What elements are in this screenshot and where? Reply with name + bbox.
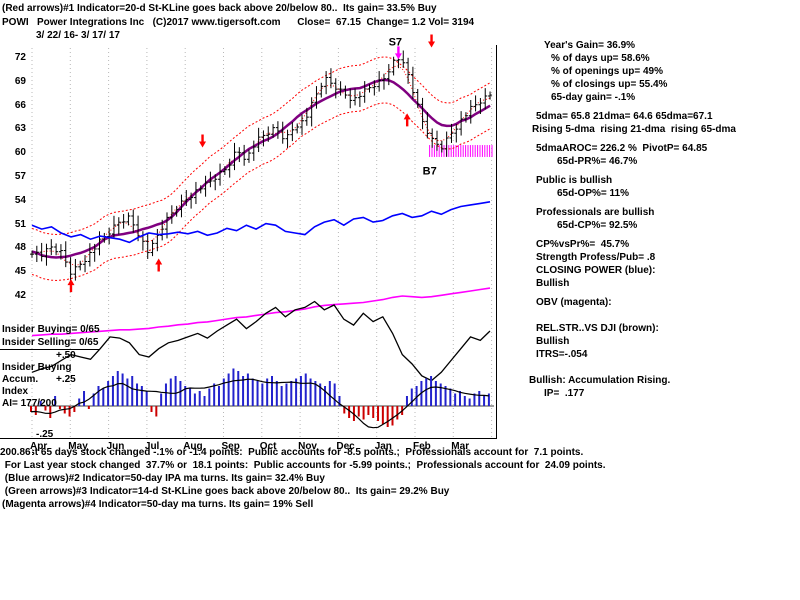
ai-value: AI= 177/200 — [2, 398, 57, 409]
footer-year-summary: For Last year stock changed 37.7% or 18.… — [2, 460, 606, 471]
x-axis-month-label: Jan — [374, 441, 392, 452]
day65-gain: 65-day gain= -.1% — [551, 92, 636, 103]
y-axis-label: 54 — [14, 194, 26, 206]
dma-trend: Rising 5-dma rising 21-dma rising 65-dma — [532, 124, 736, 135]
ip-value: IP= .177 — [544, 388, 585, 399]
public-sentiment: Public is bullish — [536, 175, 613, 186]
strength-ratio: Strength Profess/Pub= .8 — [536, 252, 656, 263]
accumulation-state: Bullish: Accumulation Rising. — [529, 375, 671, 386]
relstr-state: Bullish — [536, 336, 570, 347]
x-axis-month-label: Aug — [183, 441, 203, 452]
insider-selling-count: Insider Selling= 0/65 — [2, 337, 99, 348]
x-axis-month-label: May — [68, 441, 88, 452]
x-axis-month-label: Oct — [259, 441, 277, 452]
pct-openings-up: % of openings up= 49% — [551, 66, 663, 77]
cp65-value: 65d-CP%= 92.5% — [557, 220, 638, 231]
pct-closings-up: % of closings up= 55.4% — [551, 79, 668, 90]
obv-header: OBV (magenta): — [536, 297, 612, 308]
aroc-pivot: 5dmaAROC= 226.2 % PivotP= 64.85 — [536, 143, 708, 154]
green-arrows-indicator-line: (Green arrows)#3 Indicator=14-d St-KLine… — [2, 486, 450, 497]
y-axis-label: 72 — [14, 52, 26, 63]
closing-power-state: Bullish — [536, 278, 570, 289]
x-axis-month-label: Sep — [221, 441, 240, 452]
op65-value: 65d-OP%= 11% — [557, 188, 629, 199]
x-axis-month-label: Jun — [106, 441, 125, 452]
date-range: 3/ 22/ 16- 3/ 17/ 17 — [36, 30, 120, 41]
red-signal-arrow — [403, 113, 411, 127]
red-arrows-indicator-line: (Red arrows)#1 Indicator=20-d St-KLine g… — [2, 3, 437, 14]
index-label: Index — [2, 386, 29, 397]
y-axis-label: 60 — [14, 147, 26, 159]
insider-buying-count: Insider Buying= 0/65 — [2, 324, 100, 335]
closing-power-header: CLOSING POWER (blue): — [536, 265, 656, 276]
red-signal-arrow — [199, 134, 207, 148]
cp-vs-pr: CP%vsPr%= 45.7% — [536, 239, 630, 250]
professional-sentiment: Professionals are bullish — [536, 207, 655, 218]
signal-annotation-b7: B7 — [423, 166, 437, 178]
ticker-title-line: POWI Power Integrations Inc (C)2017 www.… — [2, 17, 475, 28]
x-axis-month-label: Mar — [451, 441, 470, 452]
y-axis-label: 42 — [14, 290, 26, 301]
y-axis-label: 45 — [14, 266, 26, 278]
y-axis-label: 48 — [14, 242, 26, 254]
x-axis-month-label: Apr — [30, 441, 48, 452]
y-axis-label: 63 — [14, 123, 26, 135]
insider-buying-label: Insider Buying — [2, 362, 72, 373]
accum-scale-bottom-value: 200.86 — [0, 447, 32, 458]
footer-65day-summary: For last 65 days stock changed -.1% or -… — [2, 447, 584, 458]
pr65-value: 65d-PR%= 46.7% — [557, 156, 638, 167]
blue-arrows-indicator-line: (Blue arrows)#2 Indicator=50-day IPA ma … — [2, 473, 325, 484]
dma-values: 5dma= 65.8 21dma= 64.6 65dma=67.1 — [536, 111, 713, 122]
y-axis-label: 66 — [14, 99, 26, 111]
signal-annotation-s7: S7 — [389, 36, 402, 48]
pct-days-up: % of days up= 58.6% — [551, 53, 650, 64]
y-axis-label: 51 — [14, 218, 26, 230]
x-axis-month-label: Feb — [413, 441, 431, 452]
relstr-header: REL.STR..VS DJI (brown): — [536, 323, 659, 334]
accum-label: Accum. — [2, 374, 39, 385]
x-axis-month-label: Dec — [336, 441, 355, 452]
red-signal-arrow — [428, 34, 436, 48]
accum-scale-minus25: -.25 — [36, 429, 54, 440]
accum-scale-plus50: +.50 — [56, 350, 76, 361]
accum-scale-plus25: +.25 — [56, 374, 76, 385]
itrs-value: ITRS=-.054 — [536, 349, 588, 360]
x-axis-month-label: Nov — [298, 441, 317, 452]
red-signal-arrow — [67, 279, 75, 293]
years-gain: Year's Gain= 36.9% — [544, 40, 636, 51]
x-axis-month-label: Jul — [144, 441, 160, 452]
red-signal-arrow — [155, 258, 163, 272]
y-axis-label: 69 — [14, 75, 26, 87]
y-axis-label: 57 — [14, 171, 26, 182]
magenta-arrows-indicator-line: (Magenta arrows)#4 Indicator=50-day ma t… — [2, 499, 314, 510]
magenta-signal-arrow — [394, 46, 402, 60]
